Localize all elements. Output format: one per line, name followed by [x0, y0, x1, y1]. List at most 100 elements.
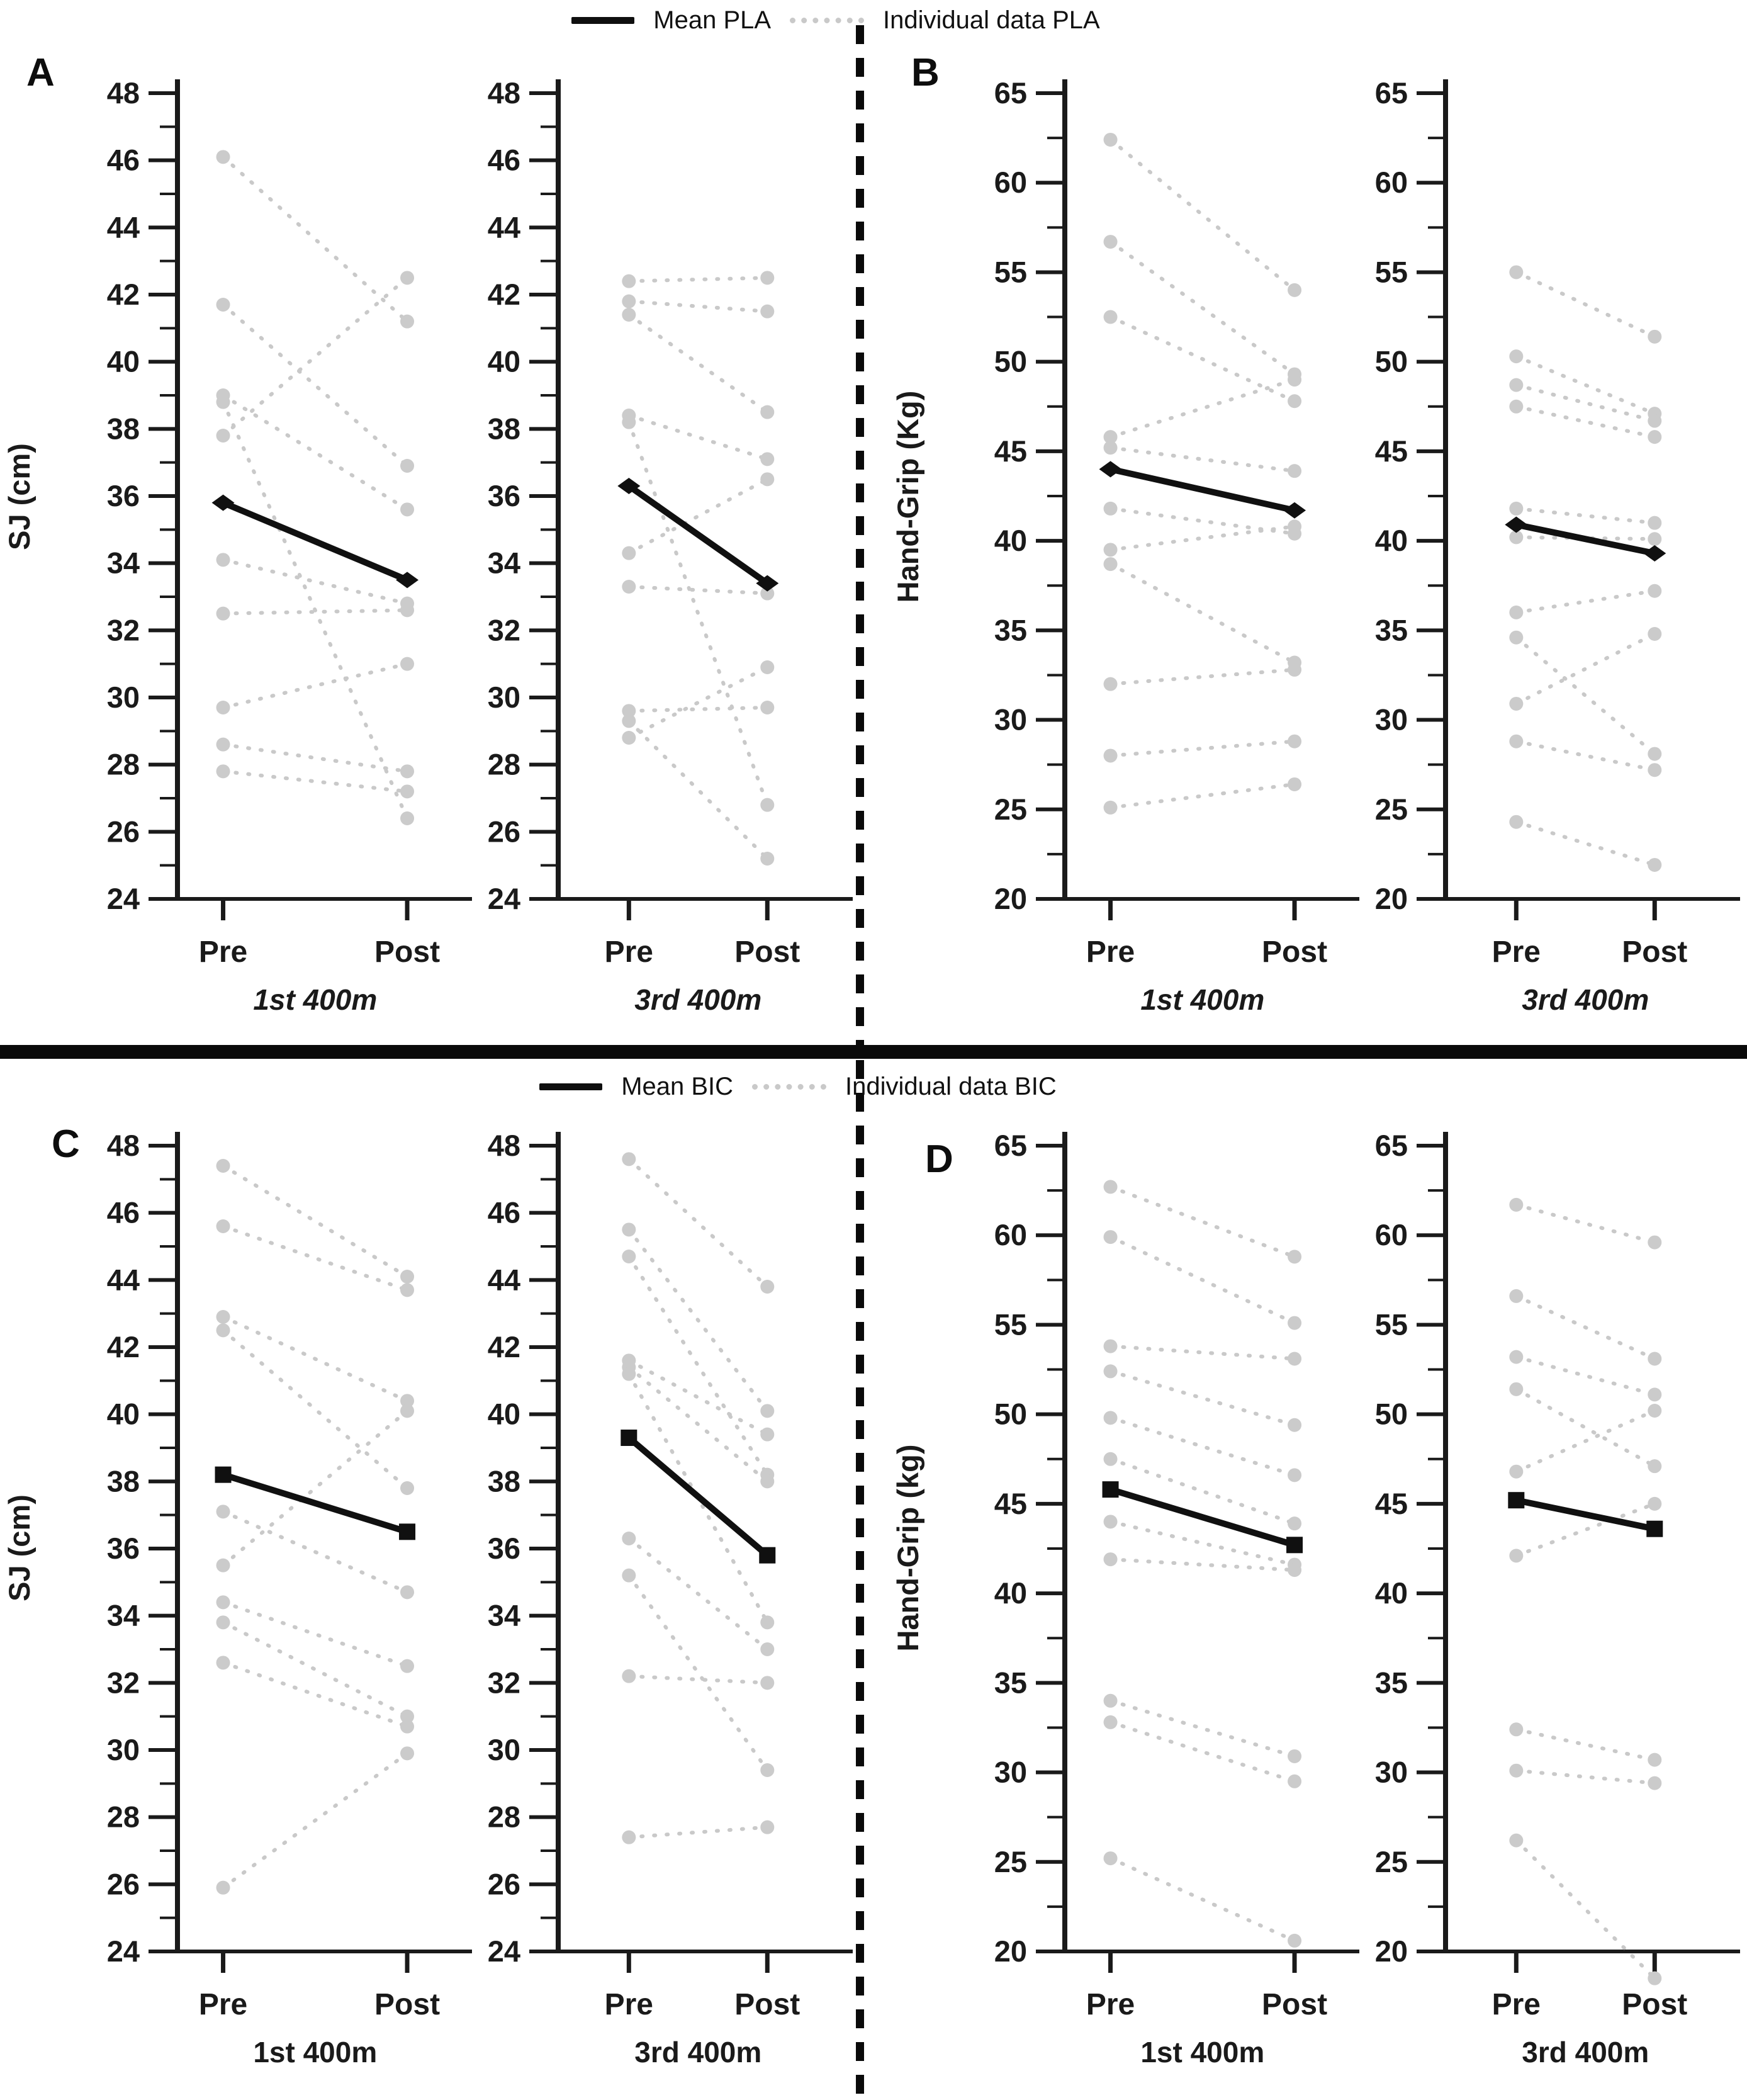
- svg-text:45: 45: [994, 434, 1027, 468]
- svg-text:36: 36: [488, 1532, 520, 1565]
- svg-text:34: 34: [488, 1599, 520, 1632]
- svg-text:1st 400m: 1st 400m: [1140, 2036, 1264, 2069]
- svg-text:30: 30: [107, 680, 140, 714]
- svg-text:40: 40: [994, 1576, 1027, 1610]
- svg-text:50: 50: [994, 1397, 1027, 1431]
- dotted-line-sample-icon: [752, 1083, 827, 1090]
- svg-text:24: 24: [488, 1934, 520, 1968]
- svg-text:Pre: Pre: [1086, 935, 1135, 969]
- svg-text:Post: Post: [734, 1988, 800, 2021]
- svg-text:3rd 400m: 3rd 400m: [1522, 2036, 1649, 2069]
- svg-text:24: 24: [107, 1934, 140, 1968]
- svg-text:48: 48: [488, 76, 520, 110]
- svg-text:Pre: Pre: [1492, 935, 1541, 969]
- vertical-dashed-divider-bottom: [856, 1060, 864, 2100]
- svg-text:28: 28: [488, 748, 520, 781]
- svg-text:30: 30: [1375, 1756, 1408, 1789]
- svg-text:44: 44: [488, 210, 520, 244]
- svg-text:55: 55: [1375, 255, 1408, 288]
- svg-text:20: 20: [994, 882, 1027, 915]
- panel-d-subplot-3rd-400m: 20 25 30 35 40 45 50 55 60 65 Pre Post 3rd 400m: [1375, 1129, 1740, 2069]
- svg-text:20: 20: [1375, 1934, 1408, 1968]
- panel-b-subplot-3rd-400m: 20 25 30 35 40 45 50 55 60 65 Pre Post 3rd 400m: [1375, 76, 1740, 1016]
- svg-text:30: 30: [1375, 703, 1408, 737]
- svg-text:48: 48: [107, 76, 140, 110]
- svg-text:26: 26: [107, 815, 140, 848]
- svg-text:42: 42: [488, 1330, 520, 1363]
- svg-text:45: 45: [1375, 1487, 1408, 1520]
- svg-text:26: 26: [488, 1867, 520, 1900]
- svg-text:Pre: Pre: [1086, 1988, 1135, 2021]
- svg-text:20: 20: [994, 1934, 1027, 1968]
- svg-text:65: 65: [994, 1129, 1027, 1162]
- svg-text:40: 40: [994, 524, 1027, 557]
- svg-text:Pre: Pre: [199, 935, 247, 969]
- svg-text:32: 32: [488, 613, 520, 646]
- svg-text:65: 65: [1375, 1129, 1408, 1162]
- svg-text:38: 38: [107, 412, 140, 445]
- svg-text:28: 28: [488, 1800, 520, 1834]
- svg-text:1st 400m: 1st 400m: [253, 2036, 377, 2069]
- svg-text:55: 55: [994, 1307, 1027, 1341]
- svg-text:Post: Post: [1262, 935, 1327, 969]
- panel-b-letter: B: [911, 51, 940, 94]
- svg-text:30: 30: [488, 680, 520, 714]
- svg-text:34: 34: [107, 546, 140, 580]
- svg-text:36: 36: [488, 479, 520, 512]
- svg-text:Post: Post: [1622, 935, 1687, 969]
- legend-individual-bic-label: Individual data BIC: [845, 1072, 1057, 1100]
- svg-text:1st 400m: 1st 400m: [253, 983, 377, 1016]
- svg-text:46: 46: [107, 1196, 140, 1229]
- svg-text:28: 28: [107, 748, 140, 781]
- svg-text:36: 36: [107, 1532, 140, 1565]
- svg-text:20: 20: [1375, 882, 1408, 915]
- svg-text:Post: Post: [1262, 1988, 1327, 2021]
- svg-text:3rd 400m: 3rd 400m: [1522, 983, 1649, 1016]
- svg-text:40: 40: [488, 1397, 520, 1431]
- svg-text:40: 40: [107, 345, 140, 378]
- svg-text:Pre: Pre: [1492, 1988, 1541, 2021]
- svg-text:60: 60: [1375, 1218, 1408, 1251]
- svg-text:32: 32: [107, 613, 140, 646]
- svg-text:60: 60: [994, 1218, 1027, 1251]
- panel-a-letter: A: [26, 51, 55, 94]
- svg-text:30: 30: [107, 1733, 140, 1766]
- svg-text:48: 48: [488, 1129, 520, 1162]
- svg-text:Post: Post: [374, 935, 440, 969]
- svg-text:Pre: Pre: [605, 935, 653, 969]
- svg-text:44: 44: [488, 1263, 520, 1296]
- svg-text:Post: Post: [1622, 1988, 1687, 2021]
- vertical-dashed-divider-top: [856, 25, 864, 1045]
- svg-text:65: 65: [1375, 76, 1408, 110]
- svg-text:44: 44: [107, 210, 140, 244]
- svg-text:28: 28: [107, 1800, 140, 1834]
- svg-text:3rd 400m: 3rd 400m: [634, 983, 761, 1016]
- svg-text:42: 42: [107, 1330, 140, 1363]
- svg-text:32: 32: [488, 1666, 520, 1699]
- svg-text:55: 55: [1375, 1307, 1408, 1341]
- svg-text:40: 40: [1375, 524, 1408, 557]
- legend-pla: Mean PLA Individual data PLA: [0, 3, 1709, 38]
- svg-text:50: 50: [1375, 345, 1408, 378]
- svg-text:46: 46: [107, 144, 140, 177]
- panel-a-y-axis-title: SJ (cm): [3, 443, 36, 550]
- svg-text:Pre: Pre: [199, 1988, 247, 2021]
- svg-text:30: 30: [994, 703, 1027, 737]
- svg-text:45: 45: [1375, 434, 1408, 468]
- panel-a-subplot-1st-400m: 24 26 28 30 32 34 36 38 40 42 44 46 48 Pre Post 1st 400…: [107, 76, 472, 1016]
- svg-text:40: 40: [107, 1397, 140, 1431]
- svg-text:36: 36: [107, 479, 140, 512]
- svg-text:30: 30: [488, 1733, 520, 1766]
- horizontal-section-divider: [0, 1045, 1747, 1059]
- panel-c-letter: C: [52, 1122, 80, 1166]
- svg-text:65: 65: [994, 76, 1027, 110]
- panel-d-letter: D: [925, 1138, 953, 1181]
- panel-b-y-axis-title: Hand-Grip (Kg): [891, 390, 924, 603]
- svg-text:55: 55: [994, 255, 1027, 288]
- svg-text:38: 38: [488, 1464, 520, 1498]
- svg-text:60: 60: [994, 166, 1027, 199]
- svg-text:34: 34: [488, 546, 520, 580]
- svg-text:25: 25: [994, 793, 1027, 826]
- svg-text:35: 35: [1375, 1666, 1408, 1699]
- svg-text:60: 60: [1375, 166, 1408, 199]
